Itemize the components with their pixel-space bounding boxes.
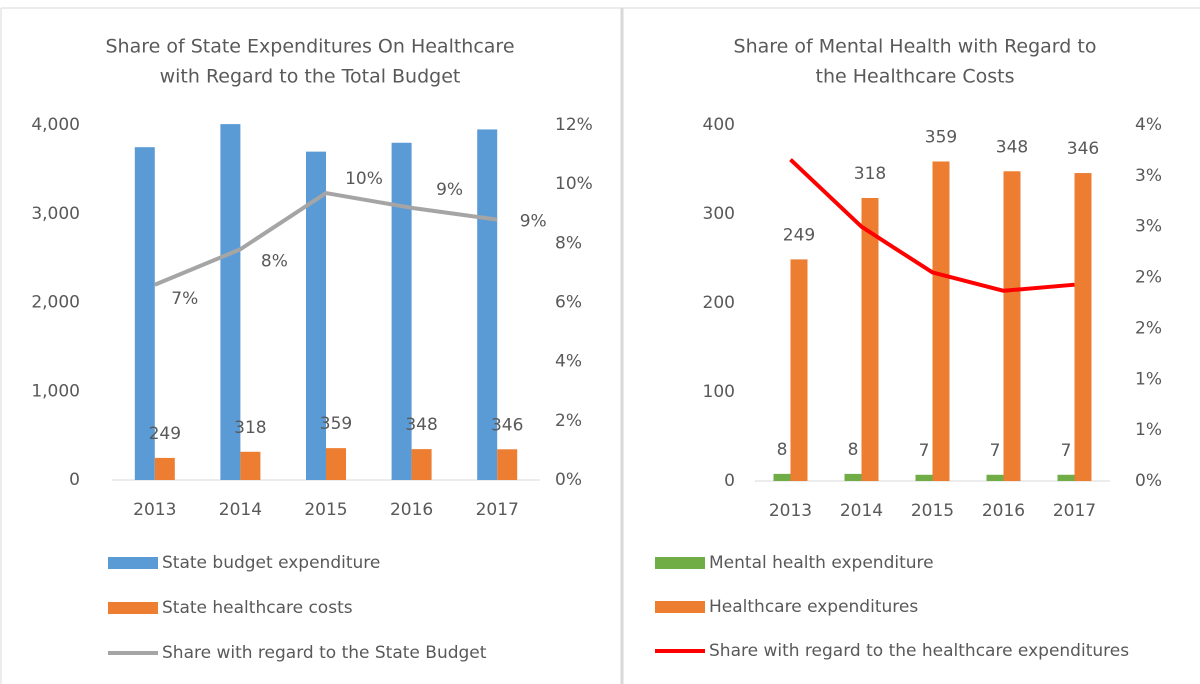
data-label: 7: [919, 441, 930, 461]
bar: [411, 449, 432, 480]
y2-tick-label: 6%: [555, 293, 582, 313]
chart-title: Share of Mental Health with Regard to: [734, 36, 1097, 58]
data-label: 10%: [345, 169, 383, 189]
y2-tick-label: 2%: [1135, 268, 1162, 288]
legend-swatch: [108, 602, 158, 614]
bar: [986, 474, 1004, 481]
y-tick-label: 0: [69, 470, 80, 490]
data-label: 346: [1067, 139, 1099, 159]
data-label: 318: [234, 418, 266, 438]
data-label: 348: [405, 415, 437, 435]
y-tick-label: 3,000: [31, 204, 80, 224]
bar: [240, 451, 261, 480]
y2-tick-label: 4%: [555, 352, 582, 372]
bar: [1057, 474, 1075, 481]
y-tick-label: 2,000: [31, 293, 80, 313]
x-tick-label: 2013: [769, 501, 812, 521]
y2-tick-label: 8%: [555, 233, 582, 253]
line-series: [154, 191, 498, 287]
legend-swatch: [655, 557, 705, 569]
bar: [861, 197, 879, 482]
data-label: 249: [783, 225, 815, 245]
y-tick-label: 4,000: [31, 115, 80, 135]
y2-tick-label: 2%: [555, 411, 582, 431]
chart-title: Share of State Expenditures On Healthcar…: [105, 36, 514, 58]
y-tick-label: 400: [703, 115, 735, 135]
y2-tick-label: 1%: [1135, 420, 1162, 440]
x-tick-label: 2014: [219, 500, 262, 520]
legend-label: Mental health expenditure: [709, 553, 934, 573]
data-label: 7: [990, 441, 1001, 461]
legend-label: Share with regard to the healthcare expe…: [709, 641, 1129, 661]
y2-tick-label: 4%: [1135, 115, 1162, 135]
y2-tick-label: 10%: [555, 174, 593, 194]
y2-tick-label: 0%: [555, 470, 582, 490]
line-series: [789, 158, 1075, 293]
data-label: 8: [848, 440, 859, 460]
legend-label: Healthcare expenditures: [709, 597, 918, 617]
x-tick-label: 2017: [476, 500, 519, 520]
bar: [391, 142, 412, 480]
chart-title: the Healthcare Costs: [816, 66, 1015, 88]
bar: [134, 147, 155, 480]
y-tick-label: 100: [703, 382, 735, 402]
bar: [915, 474, 933, 481]
bar: [773, 473, 791, 481]
legend-swatch: [108, 557, 158, 569]
bar: [154, 457, 175, 480]
data-label: 8: [777, 440, 788, 460]
bar: [1003, 171, 1021, 481]
bar: [932, 161, 950, 482]
data-label: 249: [149, 424, 181, 444]
data-label: 9%: [520, 212, 547, 232]
x-tick-label: 2013: [133, 500, 176, 520]
data-label: 7%: [171, 289, 198, 309]
legend-label: Share with regard to the State Budget: [162, 643, 487, 663]
x-tick-label: 2015: [304, 500, 347, 520]
y2-tick-label: 3%: [1135, 217, 1162, 237]
y-tick-label: 1,000: [31, 381, 80, 401]
x-tick-label: 2016: [982, 501, 1025, 521]
data-label: 359: [320, 414, 352, 434]
y2-tick-label: 1%: [1135, 369, 1162, 389]
bar: [326, 448, 346, 480]
x-tick-label: 2014: [840, 501, 883, 521]
bar: [306, 151, 326, 480]
bar: [790, 259, 808, 481]
bar: [497, 449, 518, 480]
y2-tick-label: 0%: [1135, 471, 1162, 491]
data-label: 359: [925, 127, 957, 147]
x-tick-label: 2015: [911, 501, 954, 521]
legend-label: State healthcare costs: [162, 598, 353, 618]
y2-tick-label: 3%: [1135, 166, 1162, 186]
bar: [844, 473, 862, 481]
data-label: 318: [854, 164, 886, 184]
legend-swatch: [655, 601, 705, 613]
y2-tick-label: 2%: [1135, 318, 1162, 338]
x-tick-label: 2017: [1053, 501, 1096, 521]
legend-label: State budget expenditure: [162, 553, 380, 573]
data-label: 346: [491, 415, 523, 435]
data-label: 9%: [436, 180, 463, 200]
y-tick-label: 300: [703, 204, 735, 224]
y2-tick-label: 12%: [555, 115, 593, 135]
data-label: 348: [996, 137, 1028, 157]
x-tick-label: 2016: [390, 500, 433, 520]
data-label: 8%: [261, 251, 288, 271]
data-label: 7: [1061, 441, 1072, 461]
y-tick-label: 0: [724, 471, 735, 491]
bar: [220, 124, 241, 481]
bar: [1074, 173, 1092, 481]
y-tick-label: 200: [703, 293, 735, 313]
chart-title: with Regard to the Total Budget: [160, 66, 461, 88]
